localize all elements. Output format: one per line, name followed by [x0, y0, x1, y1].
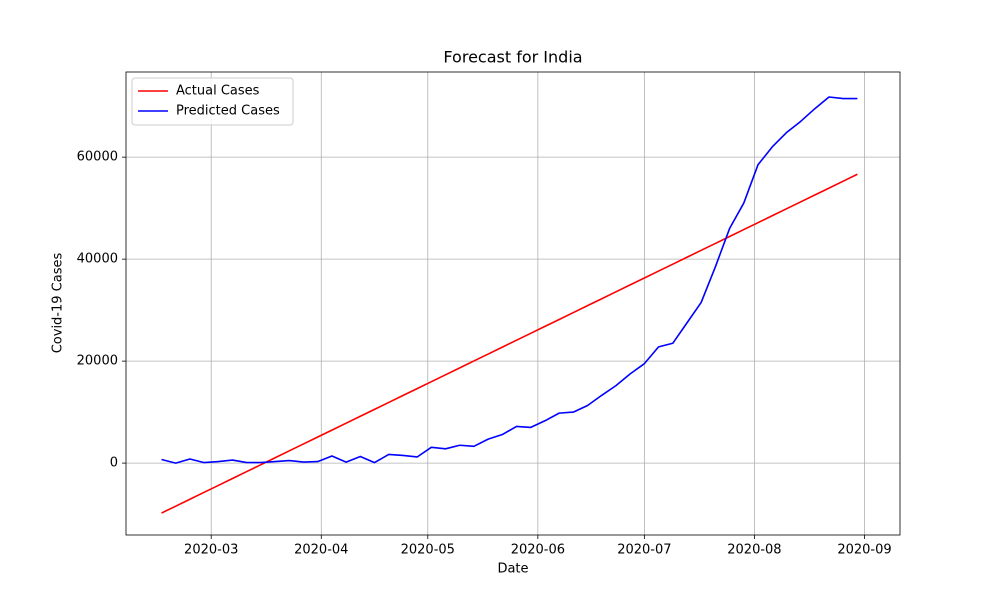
y-tick-label: 0 — [110, 456, 118, 471]
y-tick-label: 40000 — [77, 252, 118, 267]
x-tick-label: 2020-04 — [294, 543, 348, 558]
chart-title: Forecast for India — [443, 48, 582, 67]
legend-box — [131, 77, 294, 126]
x-tick-label: 2020-08 — [727, 543, 781, 558]
series-line — [161, 96, 858, 464]
legend-label: Predicted Cases — [176, 104, 280, 119]
x-tick-label: 2020-06 — [511, 543, 565, 558]
y-tick-label: 20000 — [77, 354, 118, 369]
x-tick-label: 2020-09 — [837, 543, 891, 558]
y-tick-label: 60000 — [77, 150, 118, 165]
y-axis-label: Covid-19 Cases — [51, 253, 66, 354]
x-tick-label: 2020-07 — [617, 543, 671, 558]
series-line — [161, 173, 858, 514]
x-tick-label: 2020-03 — [184, 543, 238, 558]
plot-frame — [125, 71, 901, 536]
x-tick-label: 2020-05 — [401, 543, 455, 558]
x-axis-label: Date — [497, 562, 528, 577]
legend-label: Actual Cases — [176, 84, 260, 99]
